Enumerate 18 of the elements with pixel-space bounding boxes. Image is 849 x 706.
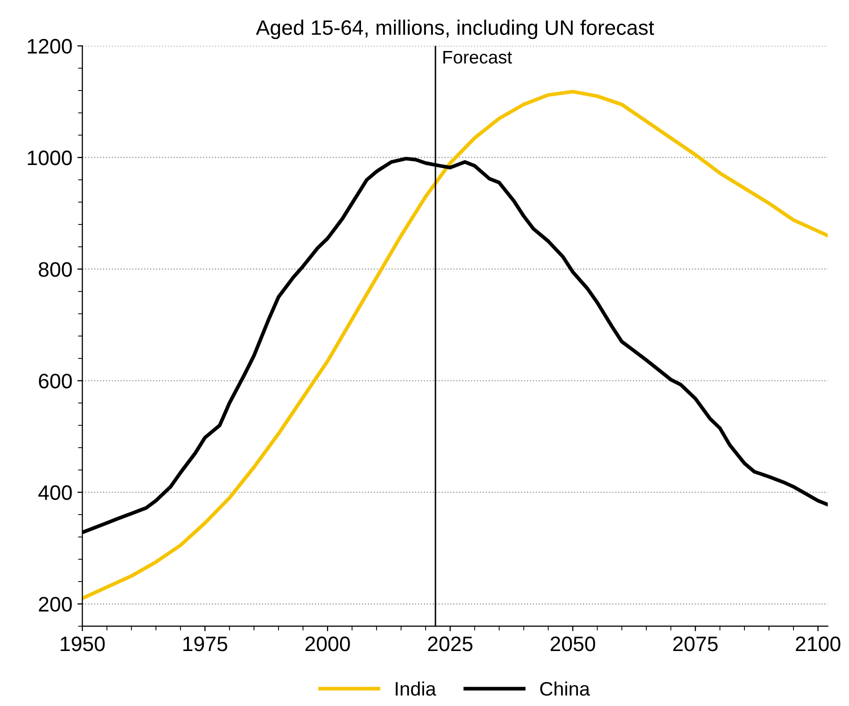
x-tick-label: 2050 (550, 636, 596, 652)
y-tick-label: 1200 (28, 38, 72, 54)
line-series (82, 90, 828, 600)
legend-label: India (396, 681, 436, 696)
x-tick-label: 2075 (673, 636, 718, 652)
y-tick-label: 400 (38, 485, 72, 500)
legend-label: China (540, 681, 590, 696)
x-tick-label: 2025 (428, 636, 472, 652)
y-tick-label: 600 (38, 374, 72, 388)
x-tick-label: 1975 (183, 636, 228, 652)
x-tick-label: 2100 (796, 636, 840, 652)
y-tick-label: 800 (38, 262, 72, 277)
x-tick-label: 2000 (305, 636, 350, 652)
ref-line-label: Forecast (443, 51, 512, 64)
x-tick-label: 1950 (60, 636, 105, 652)
y-tick-label: 1000 (28, 150, 72, 166)
chart-title: Aged 15-64, millions, including UN forecast (256, 20, 654, 40)
y-tick-label: 200 (38, 596, 72, 612)
